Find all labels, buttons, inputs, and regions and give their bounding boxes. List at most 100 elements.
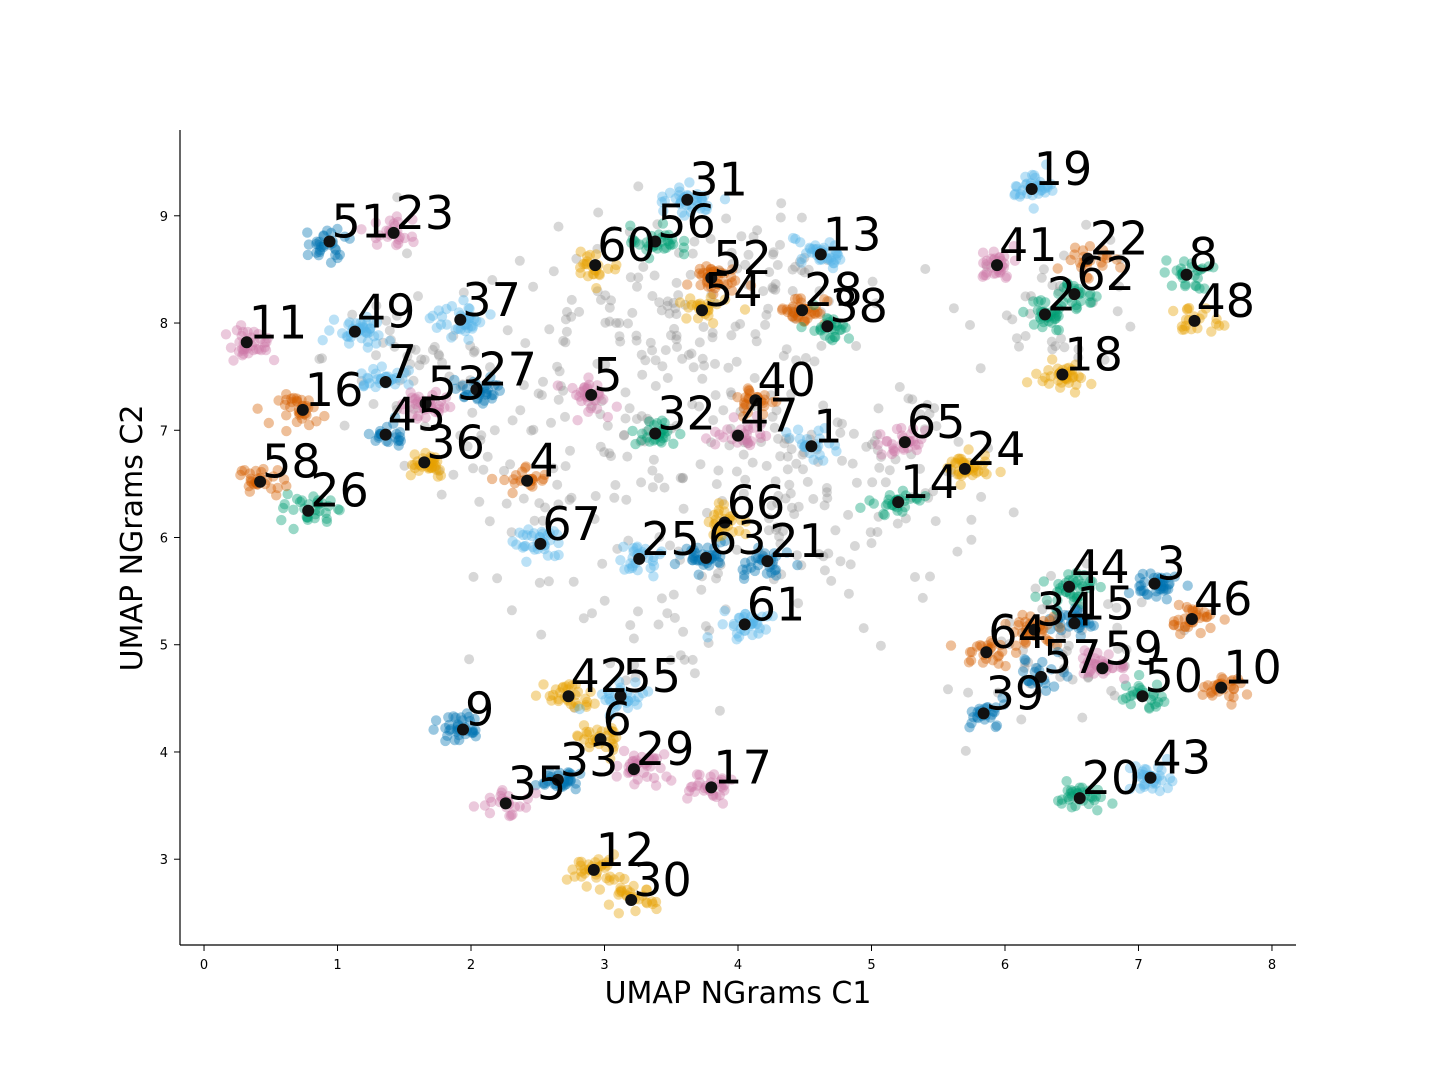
cluster-point-6 (578, 720, 590, 731)
cluster-point-24 (945, 464, 957, 475)
cluster-point-21 (781, 547, 793, 558)
cluster-point-14 (911, 492, 922, 503)
cluster-point-22 (1069, 242, 1081, 253)
cluster-point-11 (233, 346, 245, 357)
cluster-point-27 (486, 393, 498, 404)
cluster-point-13 (804, 242, 815, 253)
cluster-point-11 (225, 342, 237, 353)
noise-point (771, 522, 782, 533)
noise-point (555, 381, 566, 392)
noise-point (672, 342, 682, 352)
cluster-point-59 (1116, 658, 1128, 670)
cluster-point-66 (718, 499, 729, 510)
noise-point (599, 447, 610, 458)
y-tick-label: 4 (160, 746, 168, 761)
cluster-point-29 (638, 767, 649, 778)
cluster-point-49 (362, 336, 374, 347)
cluster-point-67 (519, 541, 530, 552)
cluster-point-21 (761, 568, 773, 579)
noise-point (529, 515, 540, 526)
cluster-point-46 (1205, 622, 1216, 634)
noise-point (826, 575, 837, 586)
cluster-point-55 (622, 702, 634, 714)
cluster-point-21 (771, 550, 782, 562)
cluster-point-61 (702, 632, 713, 643)
cluster-point-47 (755, 428, 766, 440)
cluster-point-34 (1018, 635, 1030, 646)
cluster-point-6 (608, 741, 619, 752)
cluster-point-27 (480, 389, 492, 400)
noise-point (465, 375, 476, 386)
noise-point (401, 367, 412, 378)
centroid-62 (1068, 288, 1081, 301)
cluster-point-45 (390, 432, 401, 443)
cluster-point-51 (303, 239, 315, 250)
cluster-label-46: 46 (1194, 572, 1253, 626)
cluster-point-25 (632, 541, 643, 552)
cluster-point-49 (360, 327, 371, 338)
cluster-point-64 (992, 651, 1004, 662)
cluster-point-31 (685, 207, 697, 218)
cluster-point-1 (814, 449, 825, 461)
centroid-16 (296, 403, 309, 416)
cluster-point-44 (1076, 578, 1087, 590)
cluster-point-19 (1015, 189, 1026, 200)
noise-point (711, 479, 722, 490)
cluster-point-49 (328, 314, 340, 325)
noise-point (823, 548, 834, 559)
cluster-point-1 (784, 432, 795, 444)
centroid-23 (387, 226, 400, 239)
cluster-point-29 (612, 760, 623, 772)
cluster-point-42 (560, 681, 572, 692)
cluster-point-17 (687, 781, 698, 792)
noise-point (604, 316, 615, 327)
noise-point (457, 379, 468, 390)
cluster-point-60 (587, 268, 599, 280)
noise-point (869, 436, 880, 446)
cluster-point-4 (510, 470, 522, 481)
cluster-point-37 (446, 301, 458, 312)
cluster-point-3 (1135, 580, 1147, 591)
cluster-point-34 (1025, 611, 1036, 622)
cluster-point-50 (1133, 680, 1144, 692)
cluster-point-15 (1052, 605, 1063, 616)
noise-point (668, 589, 679, 600)
cluster-point-46 (1199, 607, 1210, 618)
noise-point (792, 550, 802, 561)
x-tick-label: 1 (333, 958, 341, 973)
cluster-point-37 (460, 326, 471, 337)
noise-point (641, 426, 652, 437)
cluster-point-59 (1085, 654, 1097, 666)
cluster-point-6 (579, 734, 590, 745)
cluster-point-19 (1042, 180, 1053, 191)
cluster-point-2 (1050, 307, 1061, 318)
noise-point (705, 233, 716, 244)
cluster-point-30 (641, 898, 653, 909)
cluster-point-64 (995, 639, 1006, 651)
cluster-point-65 (872, 439, 883, 450)
cluster-point-10 (1232, 673, 1244, 685)
cluster-point-48 (1182, 303, 1193, 314)
cluster-point-45 (388, 418, 399, 429)
centroid-51 (323, 235, 336, 248)
cluster-point-56 (629, 235, 640, 246)
cluster-point-30 (637, 890, 648, 901)
cluster-point-15 (1052, 613, 1064, 625)
noise-point (468, 463, 479, 474)
cluster-point-51 (334, 249, 345, 260)
noise-point (752, 225, 763, 236)
cluster-point-49 (357, 319, 368, 330)
cluster-point-56 (630, 237, 641, 248)
cluster-point-29 (643, 752, 655, 763)
cluster-point-50 (1151, 679, 1163, 690)
cluster-point-6 (606, 723, 617, 734)
cluster-point-63 (687, 555, 699, 566)
cluster-point-9 (470, 724, 481, 736)
noise-point (1046, 570, 1056, 581)
y-tick-label: 8 (160, 317, 168, 332)
cluster-point-18 (1043, 378, 1055, 389)
cluster-point-2 (1053, 310, 1064, 322)
noise-point (835, 427, 846, 438)
cluster-point-47 (743, 424, 754, 435)
cluster-point-13 (827, 262, 839, 274)
